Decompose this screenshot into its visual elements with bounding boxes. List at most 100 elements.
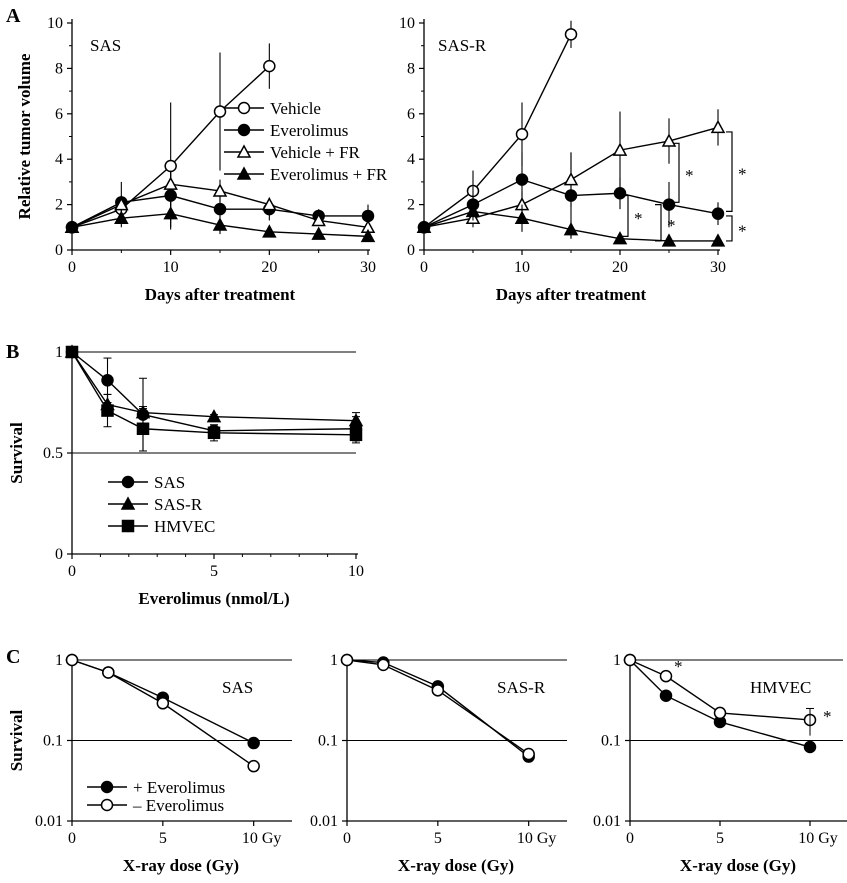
plot-label: HMVEC bbox=[750, 678, 811, 697]
data-point bbox=[612, 231, 628, 245]
data-point bbox=[613, 187, 627, 200]
y-tick-label: 1 bbox=[55, 344, 63, 361]
data-point bbox=[65, 653, 79, 667]
significance-bracket bbox=[726, 215, 733, 242]
legend: Vehicle Everolimus Vehicle + FR Everolimus … bbox=[224, 99, 388, 184]
y-tick-label: 2 bbox=[407, 197, 415, 214]
panel-letter-b: B bbox=[6, 341, 19, 363]
y-axis-title: Relative tumor volume bbox=[15, 53, 34, 219]
y-tick-label: 0 bbox=[407, 242, 415, 259]
series-hmvec bbox=[65, 345, 363, 452]
y-tick-label: 1 bbox=[613, 652, 621, 669]
y-axis-title: Survival bbox=[7, 710, 26, 772]
data-point bbox=[563, 222, 579, 236]
plot-label: SAS-R bbox=[438, 36, 487, 55]
data-point bbox=[101, 404, 114, 417]
data-point bbox=[563, 172, 579, 186]
chart-C1: 0.01 0.1 1 0 5 10 GyX-ray dose (Gy) Survival SA… bbox=[7, 652, 292, 875]
data-point bbox=[661, 133, 677, 147]
data-point bbox=[515, 173, 529, 186]
legend-label: Everolimus + FR bbox=[270, 165, 388, 184]
x-tick-label: 10 Gy bbox=[798, 830, 838, 847]
data-point bbox=[416, 219, 432, 234]
data-point bbox=[803, 740, 817, 754]
data-point bbox=[102, 666, 115, 679]
data-point bbox=[465, 203, 481, 218]
y-tick-label: 0.1 bbox=[43, 733, 63, 750]
data-point bbox=[212, 183, 228, 197]
x-tick-label: 5 bbox=[159, 830, 167, 847]
x-tick-label: 5 bbox=[434, 830, 442, 847]
legend-label: Vehicle bbox=[270, 99, 321, 118]
y-tick-label: 1 bbox=[330, 652, 338, 669]
legend-label: HMVEC bbox=[154, 517, 215, 536]
data-point bbox=[247, 759, 260, 773]
data-point bbox=[163, 176, 178, 190]
y-tick-label: 0.01 bbox=[310, 813, 338, 830]
significance-bracket bbox=[655, 204, 662, 242]
x-axis-title: Everolimus (nmol/L) bbox=[138, 589, 289, 608]
data-point bbox=[711, 207, 725, 220]
data-point bbox=[623, 653, 637, 667]
series-line bbox=[423, 34, 572, 228]
data-point bbox=[661, 233, 677, 247]
series-line bbox=[629, 659, 811, 748]
data-point bbox=[348, 413, 364, 427]
chart-A1: 0 2 4 6 8 10 0 10 20 30 Days after treatment Relati… bbox=[15, 15, 388, 304]
significance-bracket bbox=[622, 194, 629, 237]
data-point bbox=[212, 217, 228, 231]
series--everolimus bbox=[340, 653, 535, 761]
significance-star: * bbox=[823, 707, 832, 726]
x-tick-label: 20 bbox=[612, 259, 628, 276]
data-point bbox=[360, 228, 376, 243]
y-tick-label: 8 bbox=[407, 60, 415, 77]
data-point bbox=[64, 219, 80, 234]
x-tick-label: 0 bbox=[68, 259, 76, 276]
data-point bbox=[564, 28, 578, 41]
y-tick-label: 10 bbox=[47, 15, 63, 32]
x-tick-label: 5 bbox=[210, 563, 218, 580]
data-point bbox=[262, 197, 277, 211]
data-point bbox=[431, 684, 445, 697]
plot-label: SAS bbox=[90, 36, 121, 55]
data-point bbox=[163, 206, 178, 220]
data-point bbox=[213, 105, 227, 118]
series-everolimus-fr bbox=[64, 200, 376, 243]
y-tick-label: 0.1 bbox=[318, 733, 338, 750]
data-point bbox=[263, 59, 276, 73]
y-tick-label: 1 bbox=[55, 652, 63, 669]
data-point bbox=[213, 202, 227, 216]
series--everolimus bbox=[623, 653, 817, 754]
data-point bbox=[710, 119, 726, 134]
x-tick-label: 20 bbox=[261, 259, 277, 276]
x-axis-title: Days after treatment bbox=[145, 285, 296, 304]
series-line bbox=[346, 659, 530, 755]
data-point bbox=[136, 422, 150, 436]
x-tick-label: 30 bbox=[710, 259, 726, 276]
y-tick-label: 0.01 bbox=[593, 813, 621, 830]
legend-label: Everolimus bbox=[270, 121, 348, 140]
x-axis-title: X-ray dose (Gy) bbox=[123, 856, 239, 875]
y-tick-label: 6 bbox=[407, 106, 415, 123]
legend-marker bbox=[236, 166, 252, 180]
significance-bracket bbox=[726, 131, 733, 213]
legend-marker bbox=[120, 496, 136, 510]
series-line bbox=[346, 659, 530, 758]
x-axis-title: X-ray dose (Gy) bbox=[398, 856, 514, 875]
significance-star: * bbox=[685, 166, 694, 185]
data-point bbox=[662, 198, 676, 211]
series-line bbox=[71, 351, 357, 436]
x-tick-label: 30 bbox=[360, 259, 376, 276]
y-tick-label: 0.1 bbox=[601, 733, 621, 750]
significance-bracket bbox=[673, 142, 680, 203]
legend-marker bbox=[100, 798, 114, 812]
series--everolimus bbox=[65, 653, 260, 773]
x-tick-label: 10 bbox=[514, 259, 530, 276]
data-point bbox=[515, 127, 529, 141]
significance-star: * bbox=[634, 209, 643, 228]
x-tick-label: 5 bbox=[716, 830, 724, 847]
data-point bbox=[114, 210, 129, 224]
